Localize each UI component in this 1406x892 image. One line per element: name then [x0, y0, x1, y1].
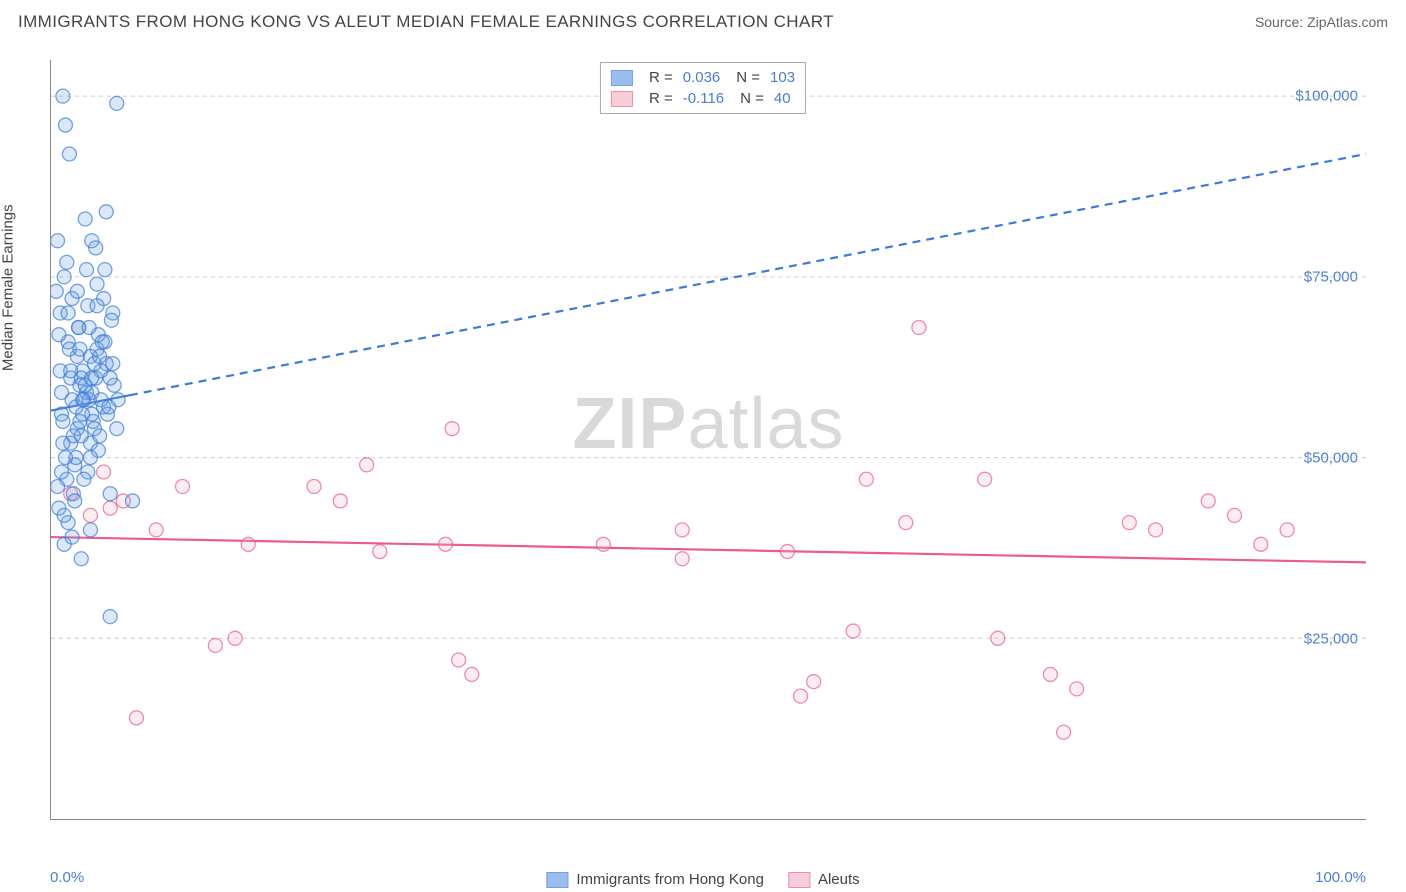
- r-label-1: R =: [649, 90, 673, 107]
- legend-stats-row-0: R = 0.036 N = 103: [611, 67, 795, 88]
- legend-series-names: Immigrants from Hong Kong Aleuts: [546, 871, 859, 888]
- n-value-0: 103: [770, 69, 795, 86]
- n-label-0: N =: [736, 69, 760, 86]
- source-prefix: Source:: [1255, 14, 1307, 30]
- source-credit: Source: ZipAtlas.com: [1255, 14, 1388, 30]
- legend-stats-row-1: R = -0.116 N = 40: [611, 88, 795, 109]
- chart-svg: [51, 60, 1366, 819]
- series-name-1: Aleuts: [818, 871, 860, 888]
- source-name: ZipAtlas.com: [1307, 14, 1388, 30]
- x-tick-right: 100.0%: [1315, 869, 1366, 886]
- swatch-series-1: [611, 91, 633, 107]
- header-row: IMMIGRANTS FROM HONG KONG VS ALEUT MEDIA…: [18, 12, 1388, 32]
- r-value-0: 0.036: [683, 69, 721, 86]
- plot-area: ZIPatlas $25,000$50,000$75,000$100,000: [50, 60, 1366, 820]
- n-value-1: 40: [774, 90, 791, 107]
- y-axis-label: Median Female Earnings: [0, 204, 17, 371]
- legend-item-0: Immigrants from Hong Kong: [546, 871, 764, 888]
- n-label-1: N =: [740, 90, 764, 107]
- swatch-series-0: [611, 70, 633, 86]
- x-tick-left: 0.0%: [50, 869, 84, 886]
- legend-stats-box: R = 0.036 N = 103 R = -0.116 N = 40: [600, 62, 806, 114]
- swatch-bottom-1: [788, 872, 810, 888]
- r-value-1: -0.116: [683, 90, 724, 107]
- r-label-0: R =: [649, 69, 673, 86]
- series-name-0: Immigrants from Hong Kong: [576, 871, 764, 888]
- swatch-bottom-0: [546, 872, 568, 888]
- chart-title: IMMIGRANTS FROM HONG KONG VS ALEUT MEDIA…: [18, 12, 834, 32]
- legend-item-1: Aleuts: [788, 871, 860, 888]
